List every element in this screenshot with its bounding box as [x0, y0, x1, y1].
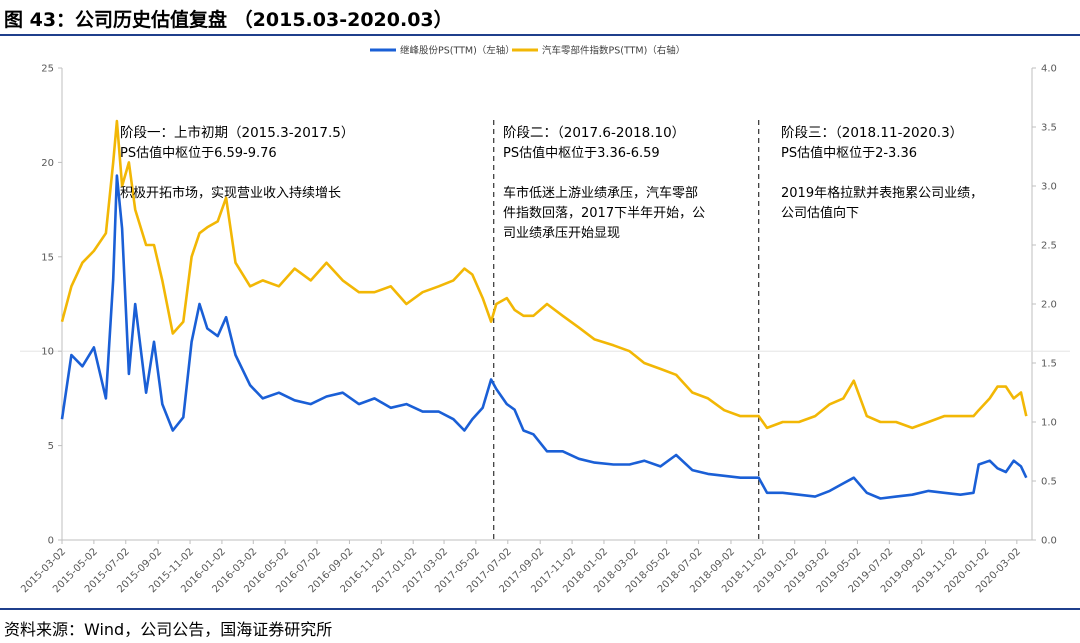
phase-heading: 阶段二：（2017.6-2018.10）	[503, 125, 685, 141]
y-left-tick-label: 15	[41, 252, 54, 263]
y-right-tick-label: 4.0	[1041, 64, 1057, 75]
y-right-tick-label: 1.0	[1041, 418, 1057, 429]
phase-note: 司业绩承压开始显现	[503, 226, 620, 241]
y-right-tick-label: 2.0	[1041, 300, 1057, 311]
y-right-tick-label: 0.5	[1041, 477, 1057, 488]
phase-note: PS估值中枢位于2-3.36	[781, 145, 917, 161]
y-left-tick-label: 0	[48, 536, 54, 547]
valuation-chart: 0 5 10 15 20 25 0.0 0.5 1.0 1.5 2.0 2.5 3.0 3.5 4.0 201…	[19, 45, 1070, 595]
phase-note: 公司估值向下	[781, 205, 859, 221]
y-left-tick-label: 25	[41, 64, 54, 75]
source-note: 资料来源：Wind，公司公告，国海证券研究所	[4, 620, 333, 639]
phase-note: PS估值中枢位于3.36-6.59	[503, 145, 660, 161]
industry-ps-line	[60, 119, 1028, 430]
title-bar: 图 43：公司历史估值复盘 （2015.03-2020.03）	[0, 0, 1080, 36]
phase-note: 积极开拓市场，实现营业收入持续增长	[120, 185, 341, 201]
legend-label: 汽车零部件指数PS(TTM)（右轴）	[542, 45, 685, 57]
legend-label: 继峰股份PS(TTM)（左轴）	[400, 45, 515, 57]
y-right-tick-label: 1.5	[1041, 359, 1057, 370]
phase-note: 车市低迷上游业绩承压，汽车零部	[503, 185, 698, 201]
y-left-tick-label: 5	[48, 441, 54, 452]
phase-note: PS估值中枢位于6.59-9.76	[120, 145, 277, 161]
figure-title: 图 43：公司历史估值复盘 （2015.03-2020.03）	[4, 9, 453, 31]
phase-heading: 阶段三：（2018.11-2020.3）	[781, 125, 963, 141]
source-divider	[0, 608, 1080, 610]
y-left-tick-label: 10	[41, 347, 54, 358]
y-right-tick-label: 0.0	[1041, 536, 1057, 547]
phase-heading: 阶段一：上市初期（2015.3-2017.5）	[120, 124, 354, 141]
y-right-tick-label: 3.5	[1041, 123, 1057, 134]
phase-note: 2019年格拉默并表拖累公司业绩，	[781, 185, 983, 201]
y-right-tick-label: 2.5	[1041, 241, 1057, 252]
company-ps-line	[60, 174, 1028, 500]
phase-note: 件指数回落，2017下半年开始，公	[503, 206, 705, 221]
y-right-tick-label: 3.0	[1041, 182, 1057, 193]
y-left-tick-label: 20	[41, 158, 54, 169]
